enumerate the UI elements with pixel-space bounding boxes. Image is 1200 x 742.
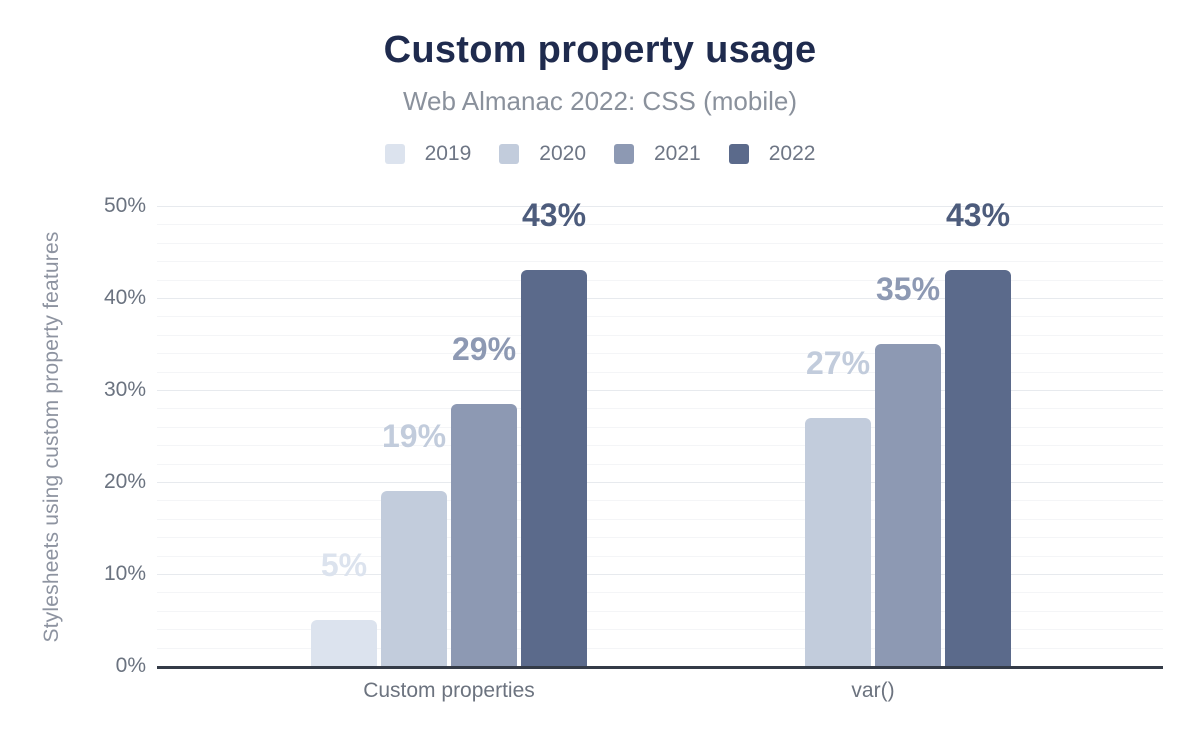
legend-item-2020: 2020 [499,142,586,166]
bar-value-label: 5% [320,547,368,583]
legend-swatch-2021 [614,144,634,164]
bar-2021-custom-properties [451,403,517,666]
bar-value-label: 43% [945,197,1011,234]
bar-2022-var- [945,270,1011,666]
y-tick-label: 40% [103,286,146,309]
chart-subtitle: Web Almanac 2022: CSS (mobile) [402,86,798,116]
gridline-minor [157,555,1163,557]
gridline-minor [157,610,1163,612]
chart-title: Custom property usage [383,29,817,71]
legend-swatch-2019 [384,144,405,164]
gridline-minor [157,445,1163,447]
gridline-major [157,482,1163,483]
legend-swatch-2020 [499,144,520,164]
bar-value-label: 19% [381,418,447,455]
x-category-label: var() [851,679,895,702]
gridline-minor [157,242,1163,244]
gridline-minor [157,647,1163,649]
gridline-minor [157,316,1163,318]
bar-2020-custom-properties [381,491,447,666]
gridline-minor [157,426,1163,428]
legend-label: 2022 [768,142,816,165]
gridline-minor [157,500,1163,502]
x-category-label: Custom properties [363,679,535,702]
gridline-minor [157,629,1163,631]
y-tick-label: 0% [115,654,146,677]
gridline-major [157,206,1163,207]
legend-swatch-2022 [728,144,749,164]
bar-value-label: 43% [521,197,587,234]
legend-label: 2020 [539,142,586,165]
x-axis-line [157,666,1163,669]
gridline-major [157,390,1163,391]
y-tick-label: 10% [103,562,146,585]
gridline-minor [157,224,1163,226]
gridline-minor [157,371,1163,373]
legend: 2019 2020 2021 2022 [0,141,1200,167]
y-tick-label: 50% [103,194,146,217]
gridline-major [157,298,1163,299]
gridline-minor [157,408,1163,410]
bar-value-label: 29% [451,330,517,367]
gridline-minor [157,463,1163,465]
gridline-major [157,574,1163,575]
y-tick-label: 30% [103,378,146,401]
gridline-minor [157,334,1163,336]
y-tick-label: 20% [103,470,146,493]
legend-item-2022: 2022 [728,142,816,166]
gridline-minor [157,592,1163,594]
legend-item-2019: 2019 [384,142,472,166]
bar-2021-var- [875,344,941,666]
gridline-minor [157,279,1163,281]
legend-label: 2019 [424,142,472,165]
gridline-minor [157,518,1163,520]
bar-2022-custom-properties [521,270,587,666]
gridline-minor [157,353,1163,355]
legend-item-2021: 2021 [614,142,701,166]
bar-value-label: 35% [875,271,941,307]
gridline-minor [157,261,1163,263]
bar-2020-var- [805,417,871,666]
bar-value-label: 27% [805,344,871,381]
gridline-minor [157,537,1163,539]
bar-2019-custom-properties [311,620,377,666]
legend-label: 2021 [654,142,701,165]
